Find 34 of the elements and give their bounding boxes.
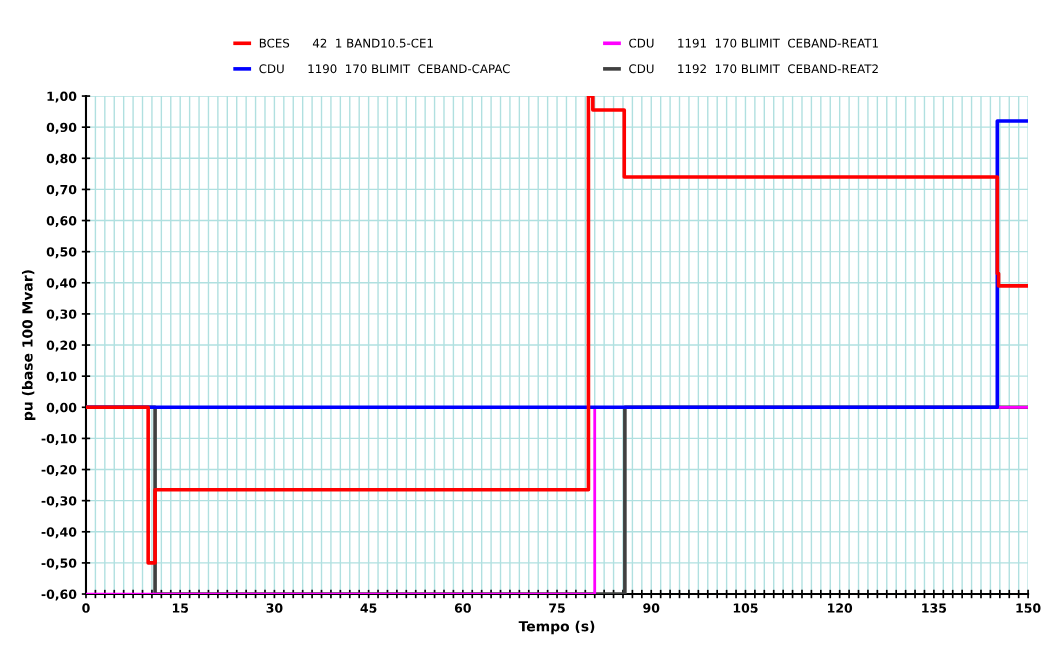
legend-label: CDU 1192 170 BLIMIT CEBAND-REAT2 xyxy=(629,64,878,74)
x-tick-label: 90 xyxy=(643,603,660,613)
y-tick-label: -0,40 xyxy=(41,527,77,539)
y-tick-label: -0,20 xyxy=(41,465,77,477)
y-axis-title: pu (base 100 Mvar) xyxy=(21,270,36,420)
x-tick-label: 75 xyxy=(549,603,565,613)
y-tick-label: -0,50 xyxy=(41,558,77,570)
y-tick-label: 0,40 xyxy=(46,278,77,290)
y-tick-label: 0,90 xyxy=(46,122,77,134)
x-tick-label: 120 xyxy=(828,603,853,613)
y-tick-label: 0,50 xyxy=(46,247,77,259)
y-tick-label: 0,60 xyxy=(46,216,77,228)
x-tick-label: 135 xyxy=(922,603,947,613)
x-tick-label: 150 xyxy=(1016,603,1041,613)
x-tick-label: 105 xyxy=(733,603,758,613)
y-tick-label: -0,30 xyxy=(41,496,77,508)
y-tick-label: 1,00 xyxy=(47,91,77,103)
legend-label: CDU 1190 170 BLIMIT CEBAND-CAPAC xyxy=(259,64,510,74)
y-tick-label: 0,30 xyxy=(46,309,77,321)
x-tick-label: 60 xyxy=(454,603,471,613)
x-tick-label: 45 xyxy=(360,603,377,613)
legend-label: CDU 1191 170 BLIMIT CEBAND-REAT1 xyxy=(629,38,878,48)
y-tick-label: 0,80 xyxy=(46,153,77,165)
x-tick-label: 15 xyxy=(172,603,189,613)
y-tick-label: 0,00 xyxy=(46,402,77,414)
y-tick-label: 0,20 xyxy=(46,340,77,352)
x-tick-label: 30 xyxy=(266,603,283,613)
legend-label: BCES 42 1 BAND10.5-CE1 xyxy=(259,38,433,48)
y-tick-label: 0,70 xyxy=(46,184,77,196)
y-tick-label: -0,60 xyxy=(41,589,77,601)
x-tick-label: 0 xyxy=(82,603,90,613)
y-tick-label: -0,10 xyxy=(41,433,77,445)
y-tick-label: 0,10 xyxy=(46,371,77,383)
x-axis-title: Tempo (s) xyxy=(518,620,595,635)
